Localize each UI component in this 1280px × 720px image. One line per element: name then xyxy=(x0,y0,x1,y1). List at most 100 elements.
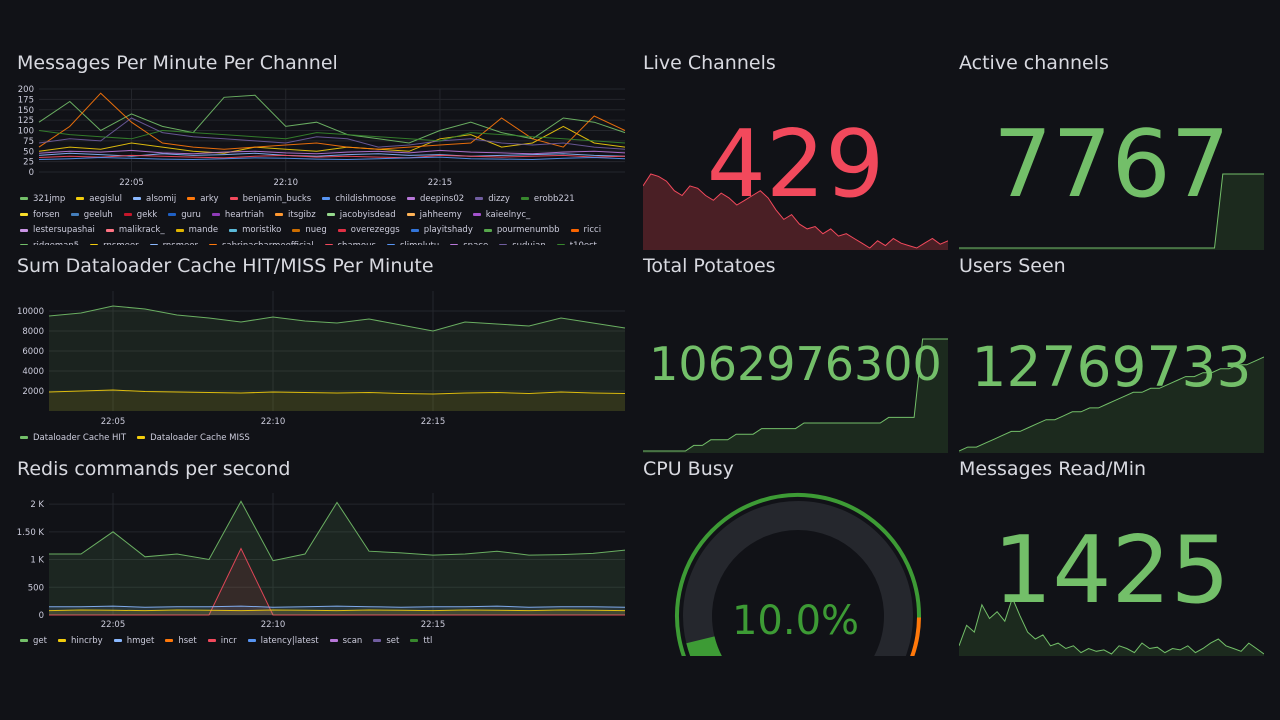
cpu-busy-gauge xyxy=(675,492,922,656)
series-line[interactable] xyxy=(38,125,626,154)
legend-item[interactable]: aegislul xyxy=(76,191,122,207)
legend-label: hincrby xyxy=(70,635,103,646)
x-tick-label: 22:10 xyxy=(261,620,286,630)
legend-item[interactable]: jahheemy xyxy=(406,207,462,223)
total-potatoes-sparkline xyxy=(643,338,948,453)
legend-item[interactable]: ttl xyxy=(410,633,432,649)
legend-item[interactable]: playitshady xyxy=(410,222,473,238)
legend-item[interactable]: latency|latest xyxy=(247,633,319,649)
legend-label: hmget xyxy=(126,635,155,646)
legend-swatch xyxy=(137,436,146,440)
series-line[interactable] xyxy=(48,609,626,612)
legend-swatch xyxy=(105,228,114,232)
legend-item[interactable]: suduian xyxy=(499,238,546,245)
y-tick-label: 2000 xyxy=(22,387,44,397)
legend-item[interactable]: malikrack_ xyxy=(105,222,165,238)
series-line[interactable] xyxy=(38,129,626,144)
legend-item[interactable]: set xyxy=(373,633,399,649)
legend-item[interactable]: 321jmp xyxy=(20,191,65,207)
legend-label: malikrack_ xyxy=(118,225,165,236)
legend-label: Dataloader Cache MISS xyxy=(150,432,250,443)
legend-item[interactable]: jacobyisdead xyxy=(326,207,396,223)
y-tick-label: 2 K xyxy=(30,500,44,510)
legend-swatch xyxy=(406,197,415,201)
sparkline-line xyxy=(959,596,1264,655)
series-line[interactable] xyxy=(49,547,625,616)
y-tick-label: 10000 xyxy=(17,307,44,317)
legend-item[interactable]: alsomij xyxy=(133,191,176,207)
series-line[interactable] xyxy=(48,305,626,332)
users-seen-sparkline xyxy=(959,356,1264,453)
panel-title: Redis commands per second xyxy=(17,458,291,480)
legend-item[interactable]: nueg xyxy=(292,222,327,238)
legend-item[interactable]: hincrby xyxy=(57,633,103,649)
panel-title: Messages Per Minute Per Channel xyxy=(17,52,338,74)
legend-swatch xyxy=(175,228,184,232)
legend-swatch xyxy=(57,639,66,643)
series-line[interactable] xyxy=(38,92,626,150)
series-line[interactable] xyxy=(38,154,626,159)
series-line[interactable] xyxy=(48,389,626,395)
legend-item[interactable]: pourmenumbb xyxy=(483,222,560,238)
legend-item[interactable]: rnsmeer xyxy=(149,238,198,245)
legend-swatch xyxy=(20,244,28,245)
legend-item[interactable]: childishmoose xyxy=(322,191,396,207)
legend-item[interactable]: moristiko xyxy=(229,222,281,238)
legend-item[interactable]: Dataloader Cache HIT xyxy=(20,430,126,446)
legend-item[interactable]: dizzy xyxy=(475,191,510,207)
legend-item[interactable]: deepins02 xyxy=(406,191,464,207)
legend-item[interactable]: space xyxy=(450,238,488,245)
panel-title: Live Channels xyxy=(643,52,776,74)
legend-item[interactable]: ridgeman5 xyxy=(20,238,79,245)
series-line[interactable] xyxy=(38,117,626,150)
legend-item[interactable]: sabrinacharmeofficial xyxy=(208,238,314,245)
legend-item[interactable]: itsgibz xyxy=(275,207,316,223)
legend-item[interactable]: kaieelnyc_ xyxy=(472,207,530,223)
legend-item[interactable]: guru xyxy=(168,207,201,223)
series-line[interactable] xyxy=(38,94,626,144)
legend-item[interactable]: geeluh xyxy=(70,207,113,223)
legend-label: 321jmp xyxy=(33,193,66,204)
legend-item[interactable]: hmget xyxy=(113,633,155,649)
legend-item[interactable]: get xyxy=(20,633,47,649)
legend-item[interactable]: erobb221 xyxy=(520,191,575,207)
legend-swatch xyxy=(410,639,419,643)
legend-item[interactable]: rnsmeer xyxy=(90,238,139,245)
legend-swatch xyxy=(229,228,238,232)
series-line[interactable] xyxy=(49,500,626,562)
legend-item[interactable]: incr xyxy=(207,633,237,649)
legend-item[interactable]: scan xyxy=(329,633,362,649)
legend-label: rnsmeer xyxy=(163,241,198,245)
legend-item[interactable]: benjamin_bucks xyxy=(229,191,311,207)
legend-item[interactable]: lestersupashai xyxy=(20,222,95,238)
series-line[interactable] xyxy=(49,605,626,608)
legend-label: erobb221 xyxy=(533,193,575,204)
legend-swatch xyxy=(208,244,217,245)
legend-item[interactable]: forsen xyxy=(20,207,60,223)
legend-swatch xyxy=(472,213,481,217)
legend-label: jahheemy xyxy=(419,209,462,220)
legend-swatch xyxy=(483,228,492,232)
legend-item[interactable]: mande xyxy=(175,222,218,238)
legend-item[interactable]: ricci xyxy=(570,222,601,238)
legend-item[interactable]: hset xyxy=(165,633,197,649)
legend-swatch xyxy=(556,244,565,245)
legend-item[interactable]: slimplutu xyxy=(386,238,439,245)
legend-label: Dataloader Cache HIT xyxy=(33,432,127,443)
legend-item[interactable]: gekk xyxy=(123,207,157,223)
legend-item[interactable]: arky xyxy=(187,191,219,207)
series-line[interactable] xyxy=(38,156,626,161)
legend-item[interactable]: Dataloader Cache MISS xyxy=(137,430,250,446)
legend-item[interactable]: t10est xyxy=(556,238,597,245)
legend-swatch xyxy=(326,213,335,217)
legend-item[interactable]: heartriah xyxy=(211,207,264,223)
gauge-track xyxy=(683,501,913,656)
legend-label: shamous xyxy=(338,241,376,245)
total-potatoes-panel: Total Potatoes 1062976300 xyxy=(643,255,948,453)
series-line[interactable] xyxy=(38,149,626,155)
legend-item[interactable]: overezeggs xyxy=(337,222,400,238)
y-tick-label: 50 xyxy=(23,147,34,157)
y-tick-label: 1 K xyxy=(30,556,44,566)
x-tick-label: 22:10 xyxy=(273,178,298,188)
legend-item[interactable]: shamous xyxy=(324,238,376,245)
